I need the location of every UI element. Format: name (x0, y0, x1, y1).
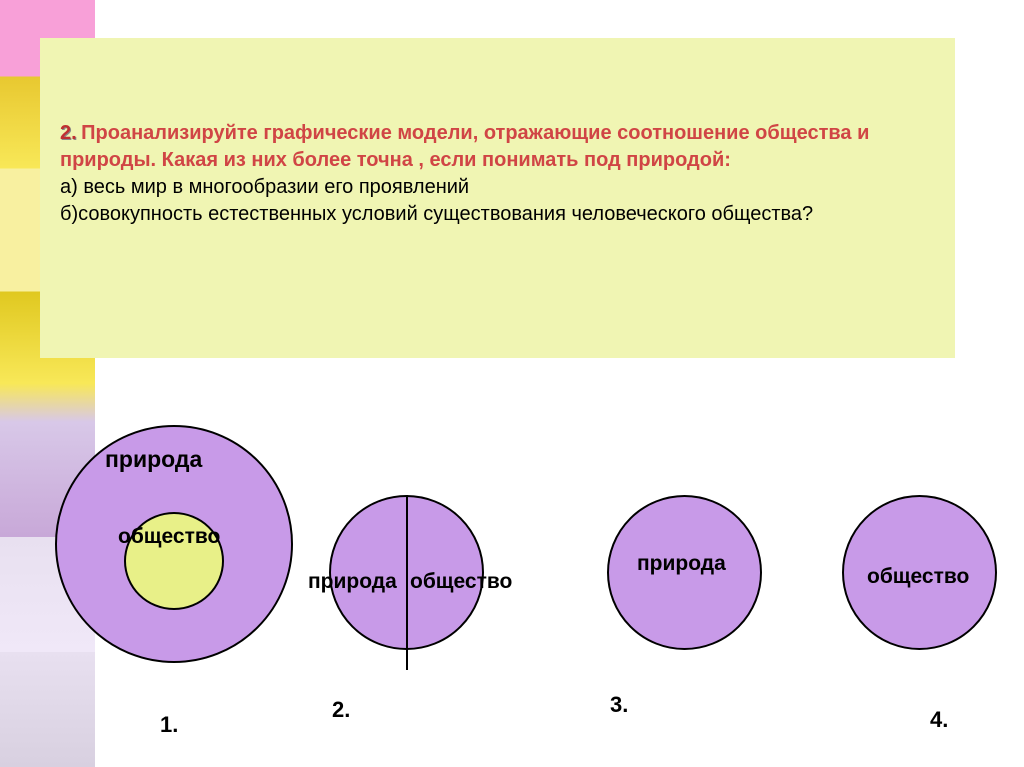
model3-number: 3. (610, 692, 628, 718)
model1-number: 1. (160, 712, 178, 738)
model3-label: природа (637, 552, 726, 576)
question-main-text: Проанализируйте графические модели, отра… (60, 122, 869, 171)
model2-right-label: общество (410, 570, 512, 594)
question-panel: 2. Проанализируйте графические модели, о… (40, 38, 955, 358)
model1-inner-label: общество (118, 525, 220, 549)
question-number: 2. (60, 122, 77, 144)
model2-divider-line (406, 495, 408, 670)
model2-left-label: природа (308, 570, 397, 594)
model4-label: общество (867, 565, 969, 589)
question-option-b: б)совокупность естественных условий суще… (60, 203, 813, 225)
question-text: 2. Проанализируйте графические модели, о… (60, 120, 925, 228)
diagrams-container: природа общество 1. природа общество 2. … (0, 410, 1024, 760)
model2-number: 2. (332, 697, 350, 723)
question-option-a: а) весь мир в многообразии его проявлени… (60, 176, 469, 198)
model4-number: 4. (930, 707, 948, 733)
model1-outer-label: природа (105, 446, 202, 473)
